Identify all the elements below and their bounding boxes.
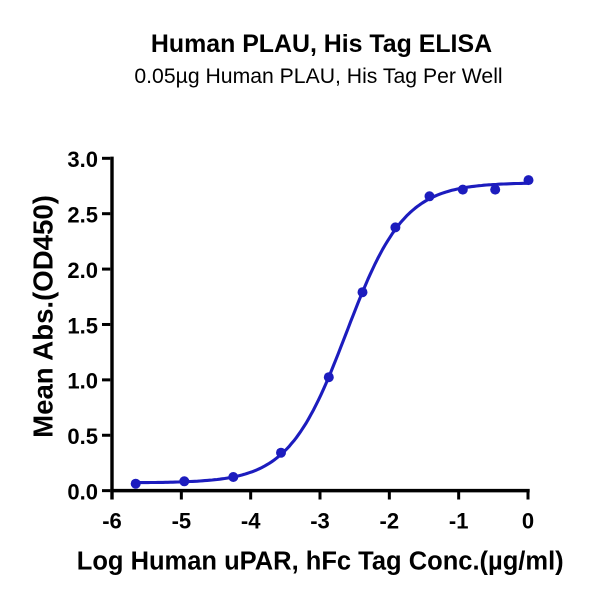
svg-text:3.0: 3.0 bbox=[67, 147, 98, 172]
svg-text:1.0: 1.0 bbox=[67, 369, 98, 394]
svg-text:-5: -5 bbox=[172, 509, 192, 534]
svg-text:0.0: 0.0 bbox=[67, 479, 98, 504]
svg-text:2.5: 2.5 bbox=[67, 203, 98, 228]
svg-text:0.5: 0.5 bbox=[67, 424, 98, 449]
svg-text:-4: -4 bbox=[241, 509, 261, 534]
svg-text:Human PLAU, His Tag ELISA: Human PLAU, His Tag ELISA bbox=[151, 30, 492, 58]
svg-text:Log Human uPAR, hFc Tag Conc.(: Log Human uPAR, hFc Tag Conc.(µg/ml) bbox=[77, 547, 564, 575]
svg-text:-6: -6 bbox=[102, 509, 122, 534]
svg-text:0.05µg Human PLAU, His Tag Per: 0.05µg Human PLAU, His Tag Per Well bbox=[134, 65, 502, 88]
svg-text:-3: -3 bbox=[310, 509, 330, 534]
svg-text:-1: -1 bbox=[449, 509, 469, 534]
svg-text:Mean Abs.(OD450): Mean Abs.(OD450) bbox=[28, 195, 59, 438]
svg-text:0: 0 bbox=[522, 509, 534, 534]
svg-text:1.5: 1.5 bbox=[67, 313, 98, 338]
svg-text:-2: -2 bbox=[380, 509, 400, 534]
svg-text:2.0: 2.0 bbox=[67, 258, 98, 283]
